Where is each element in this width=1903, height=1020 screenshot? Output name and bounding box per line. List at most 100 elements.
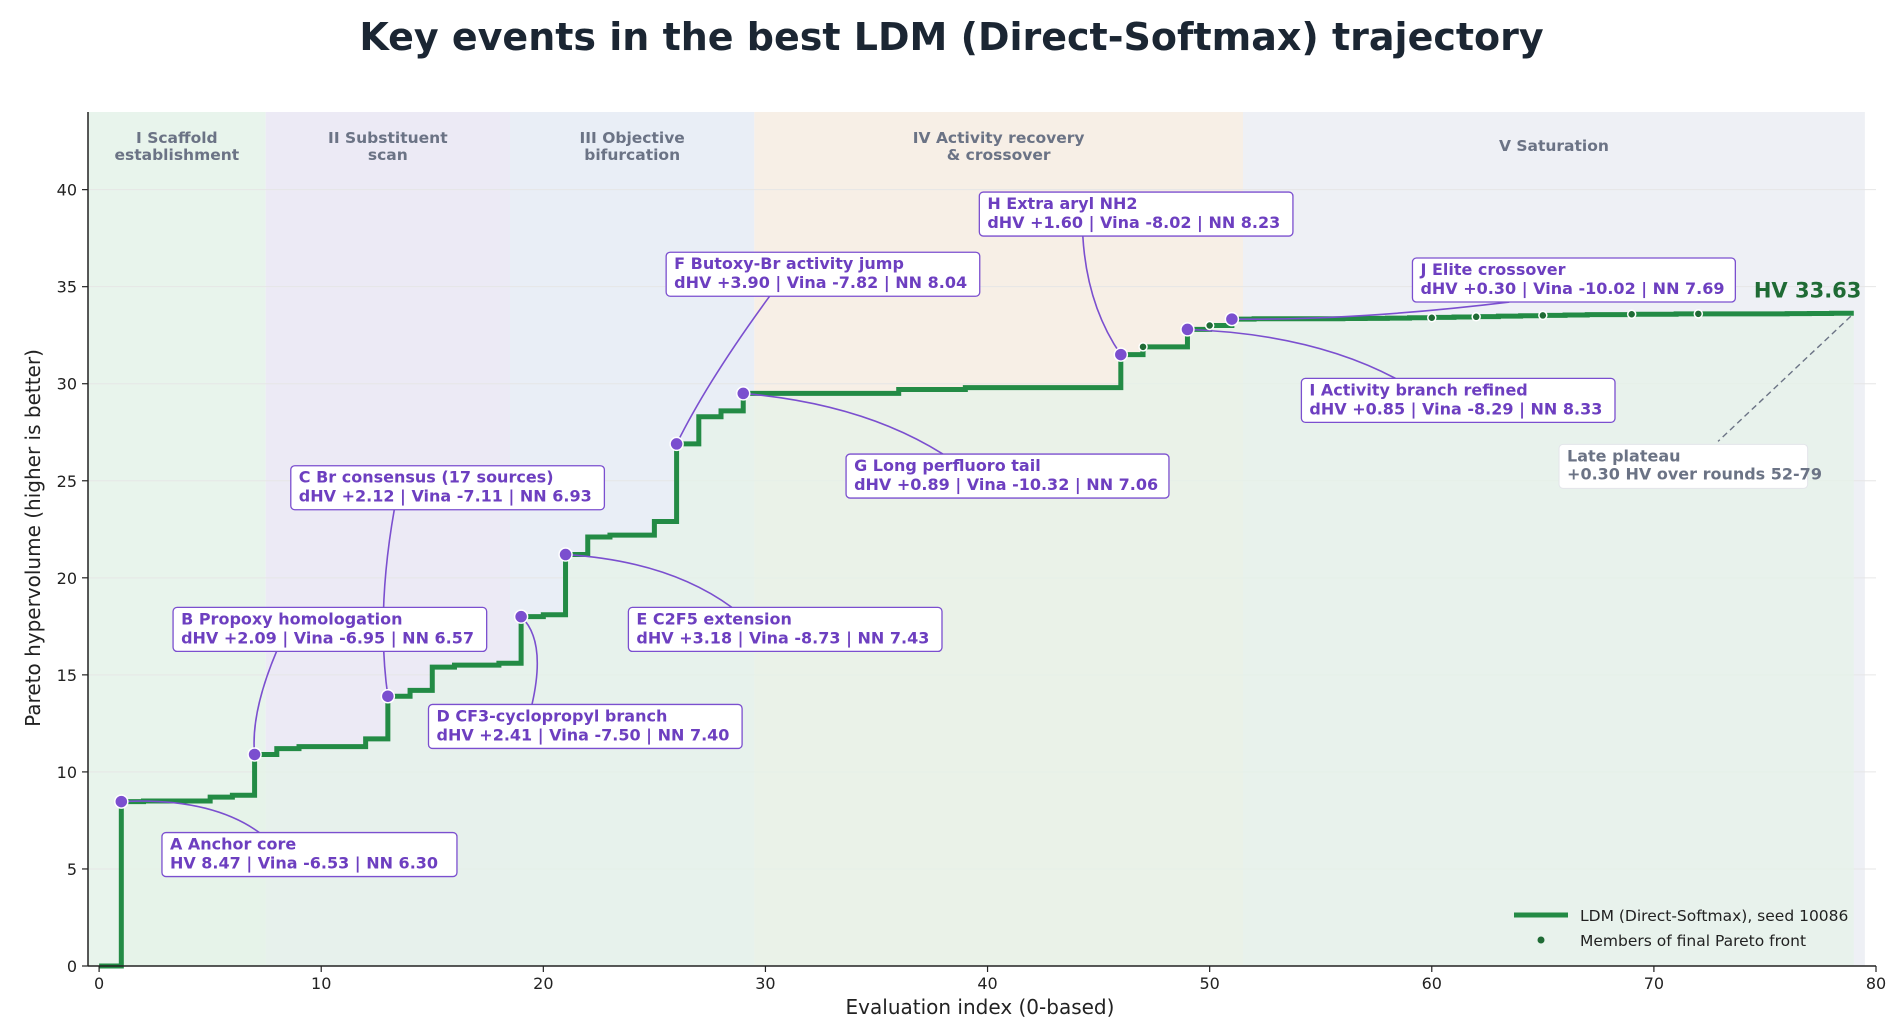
y-tick-label: 10 [57, 763, 77, 782]
y-tick-label: 0 [67, 957, 77, 976]
y-axis-label: Pareto hypervolume (higher is better) [21, 349, 45, 727]
event-marker-E [558, 547, 573, 562]
area-fill [99, 313, 1854, 966]
x-tick-label: 60 [1422, 974, 1442, 993]
event-label-box [1300, 377, 1616, 424]
event-title: J Elite crossover [1419, 260, 1565, 279]
phase-label-1: establishment [114, 146, 239, 164]
event-markers [114, 309, 1704, 809]
event-title: E C2F5 extension [636, 609, 791, 628]
event-stats: dHV +1.60 | Vina -8.02 | NN 8.23 [987, 213, 1280, 233]
y-tick-label: 25 [57, 472, 77, 491]
y-tick-label: 40 [57, 181, 77, 200]
plateau-connector [1717, 315, 1852, 442]
pareto-member-point [1138, 342, 1148, 352]
axes: 0 10 20 30 40 50 60 70 80 0 5 10 15 20 25 30 35 40 [57, 112, 1886, 993]
event-label-box [427, 703, 743, 750]
event-stats: dHV +3.18 | Vina -8.73 | NN 7.43 [636, 628, 929, 648]
event-title: C Br consensus (17 sources) [299, 468, 554, 487]
pareto-member-point [1538, 310, 1548, 321]
plateau-annotation: Late plateau+0.30 HV over rounds 52-79 [1558, 443, 1822, 489]
plateau-line: +0.30 HV over rounds 52-79 [1567, 464, 1822, 483]
event-title: D CF3-cyclopropyl branch [436, 706, 667, 725]
y-tick-label: 15 [57, 666, 77, 685]
event-label-box [627, 606, 943, 653]
y-tick-label: 20 [57, 569, 77, 588]
x-tick-label: 20 [533, 974, 553, 993]
event-label-box [290, 465, 606, 511]
event-connector-G [743, 392, 944, 455]
event-title: F Butoxy-Br activity jump [674, 254, 904, 273]
event-marker-I [1180, 322, 1195, 337]
x-tick-label: 40 [977, 974, 997, 993]
final-hv-label: HV 33.63 [1754, 278, 1862, 302]
event-stats: dHV +3.90 | Vina -7.82 | NN 8.04 [674, 273, 967, 293]
event-connector-A [121, 800, 260, 834]
event-stats: dHV +0.30 | Vina -10.02 | NN 7.69 [1420, 279, 1724, 299]
chart-title: Key events in the best LDM (Direct-Softm… [359, 15, 1544, 59]
y-tick-label: 5 [67, 860, 77, 879]
event-connector-B [253, 651, 278, 755]
event-marker-C [380, 688, 396, 704]
event-marker-B [247, 747, 262, 762]
event-label-box [172, 606, 488, 653]
phase-label-1: I Scaffold [136, 129, 218, 147]
pareto-member-point [1626, 309, 1637, 319]
event-label-box [665, 251, 981, 297]
event-title: I Activity branch refined [1309, 380, 1527, 399]
x-tick-label: 70 [1644, 974, 1664, 993]
event-connector-H [1082, 235, 1122, 356]
event-title: H Extra aryl NH2 [987, 194, 1137, 213]
event-label-box [845, 453, 1170, 499]
annotation-connectors [121, 235, 1852, 834]
phase-label-5: V Saturation [1499, 137, 1609, 155]
event-stats: HV 8.47 | Vina -6.53 | NN 6.30 [170, 854, 438, 874]
event-title: G Long perfluoro tail [854, 456, 1041, 475]
phase-label-3: III Objective [580, 129, 685, 147]
pareto-member-point [1427, 312, 1437, 323]
event-label-box [1411, 257, 1736, 303]
event-marker-J [1224, 311, 1240, 327]
x-tick-label: 50 [1199, 974, 1219, 993]
x-tick-label: 0 [94, 974, 104, 993]
event-stats: dHV +2.12 | Vina -7.11 | NN 6.93 [299, 487, 592, 507]
legend: LDM (Direct-Softmax), seed 10086 Members … [1514, 907, 1848, 950]
event-label-C: C Br consensus (17 sources)dHV +2.12 | V… [290, 465, 606, 511]
event-marker-H [1113, 347, 1129, 362]
event-connector-I [1187, 328, 1396, 380]
x-tick-label: 10 [311, 974, 331, 993]
event-marker-A [114, 794, 129, 809]
event-stats: dHV +2.09 | Vina -6.95 | NN 6.57 [181, 628, 474, 648]
event-title: B Propoxy homologation [181, 609, 402, 628]
event-stats: dHV +2.41 | Vina -7.50 | NN 7.40 [436, 725, 729, 745]
event-stats: dHV +0.89 | Vina -10.32 | NN 7.06 [854, 475, 1158, 495]
plateau-box [1558, 443, 1809, 489]
phase-label-3: bifurcation [584, 146, 680, 164]
phase-label-4: & crossover [947, 146, 1051, 164]
event-marker-D [513, 609, 529, 624]
pareto-member-point [1471, 312, 1481, 322]
phase-label-2: scan [368, 146, 408, 164]
hv-area [99, 313, 1854, 966]
event-label-box [978, 191, 1294, 237]
x-tick-label: 80 [1866, 974, 1886, 993]
plateau-line: Late plateau [1567, 446, 1680, 465]
x-axis-label: Evaluation index (0-based) [846, 995, 1115, 1019]
phase-label-2: II Substituent [328, 129, 448, 147]
pareto-member-point [1204, 320, 1215, 331]
event-connector-E [565, 553, 733, 609]
event-title: A Anchor core [170, 835, 296, 854]
event-stats: dHV +0.85 | Vina -8.29 | NN 8.33 [1309, 399, 1602, 419]
legend-entry-points: Members of final Pareto front [1580, 932, 1806, 950]
